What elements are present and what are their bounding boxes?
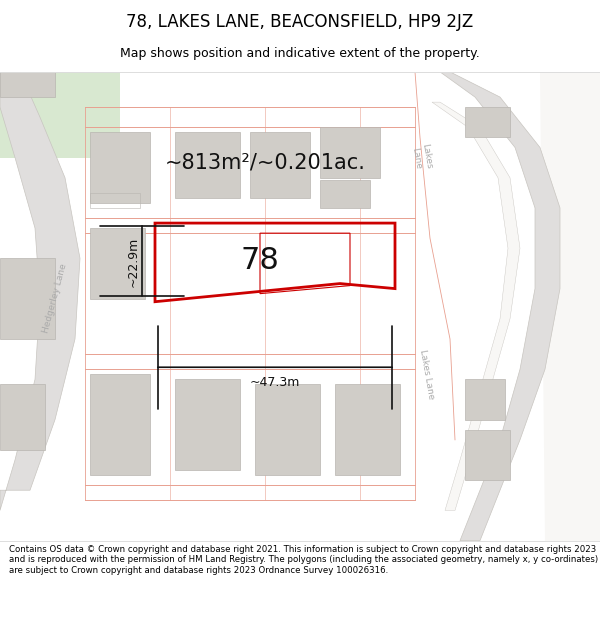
Polygon shape — [320, 127, 380, 177]
Polygon shape — [90, 374, 150, 475]
Text: ~47.3m: ~47.3m — [250, 376, 300, 389]
Polygon shape — [175, 132, 240, 198]
Polygon shape — [0, 258, 55, 339]
Polygon shape — [465, 430, 510, 480]
Polygon shape — [432, 102, 520, 511]
Polygon shape — [250, 132, 310, 198]
Polygon shape — [540, 72, 600, 541]
Text: 78: 78 — [241, 246, 280, 275]
Text: Hedgerley Lane: Hedgerley Lane — [41, 263, 68, 334]
Text: Lakes
Lane: Lakes Lane — [410, 143, 434, 172]
Polygon shape — [320, 180, 370, 208]
Polygon shape — [0, 384, 45, 450]
Polygon shape — [90, 132, 150, 203]
Polygon shape — [415, 72, 560, 541]
Polygon shape — [465, 379, 505, 419]
Polygon shape — [0, 72, 120, 158]
Polygon shape — [0, 72, 85, 158]
Polygon shape — [0, 72, 80, 511]
Text: Contains OS data © Crown copyright and database right 2021. This information is : Contains OS data © Crown copyright and d… — [9, 545, 598, 574]
Text: 78, LAKES LANE, BEACONSFIELD, HP9 2JZ: 78, LAKES LANE, BEACONSFIELD, HP9 2JZ — [127, 12, 473, 31]
Polygon shape — [0, 72, 55, 97]
Text: ~813m²/~0.201ac.: ~813m²/~0.201ac. — [164, 152, 365, 173]
Polygon shape — [255, 384, 320, 475]
Text: Lakes Lane: Lakes Lane — [418, 349, 436, 400]
Polygon shape — [175, 379, 240, 470]
Polygon shape — [335, 384, 400, 475]
Text: Map shows position and indicative extent of the property.: Map shows position and indicative extent… — [120, 48, 480, 61]
Text: ~22.9m: ~22.9m — [127, 236, 139, 286]
Polygon shape — [465, 107, 510, 138]
Polygon shape — [90, 228, 145, 299]
